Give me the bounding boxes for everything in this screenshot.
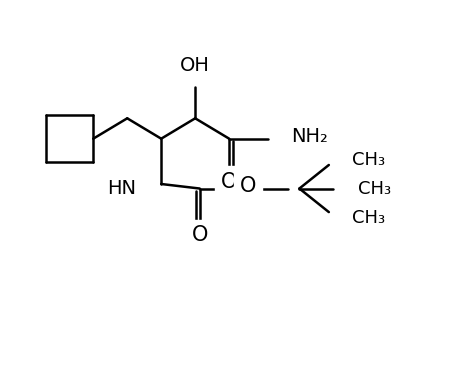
Text: CH₃: CH₃: [358, 180, 391, 198]
Text: O: O: [191, 225, 207, 245]
Text: OH: OH: [180, 56, 210, 75]
Text: O: O: [221, 172, 237, 192]
Text: CH₃: CH₃: [352, 151, 385, 169]
Text: CH₃: CH₃: [352, 209, 385, 227]
Text: O: O: [239, 176, 256, 196]
Text: NH₂: NH₂: [290, 127, 327, 146]
Text: HN: HN: [107, 179, 136, 198]
